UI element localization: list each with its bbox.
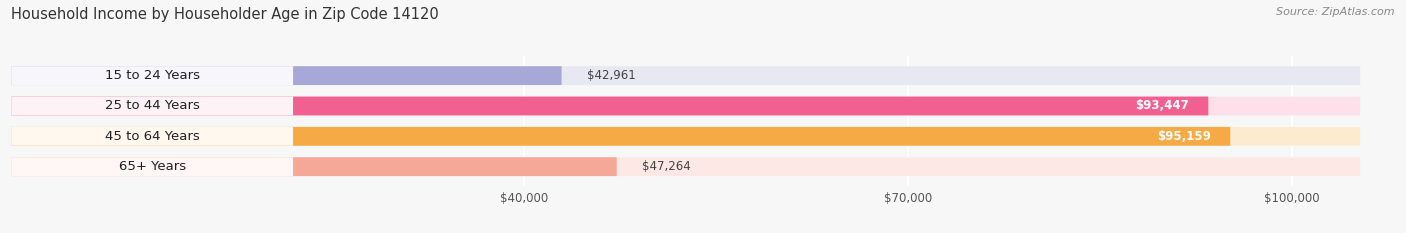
FancyBboxPatch shape (11, 97, 1208, 115)
FancyBboxPatch shape (11, 97, 1360, 115)
FancyBboxPatch shape (11, 157, 617, 176)
FancyBboxPatch shape (11, 127, 1360, 146)
FancyBboxPatch shape (11, 157, 292, 176)
FancyBboxPatch shape (11, 127, 292, 146)
Text: $47,264: $47,264 (643, 160, 692, 173)
Text: 15 to 24 Years: 15 to 24 Years (104, 69, 200, 82)
Text: 65+ Years: 65+ Years (118, 160, 186, 173)
FancyBboxPatch shape (11, 127, 1230, 146)
FancyBboxPatch shape (11, 97, 292, 115)
Text: 25 to 44 Years: 25 to 44 Years (104, 99, 200, 113)
Text: 45 to 64 Years: 45 to 64 Years (105, 130, 200, 143)
FancyBboxPatch shape (11, 66, 1360, 85)
Text: $95,159: $95,159 (1157, 130, 1211, 143)
FancyBboxPatch shape (11, 157, 1360, 176)
Text: $42,961: $42,961 (588, 69, 636, 82)
Text: Source: ZipAtlas.com: Source: ZipAtlas.com (1277, 7, 1395, 17)
FancyBboxPatch shape (11, 66, 292, 85)
Text: Household Income by Householder Age in Zip Code 14120: Household Income by Householder Age in Z… (11, 7, 439, 22)
Text: $93,447: $93,447 (1136, 99, 1189, 113)
FancyBboxPatch shape (11, 66, 561, 85)
